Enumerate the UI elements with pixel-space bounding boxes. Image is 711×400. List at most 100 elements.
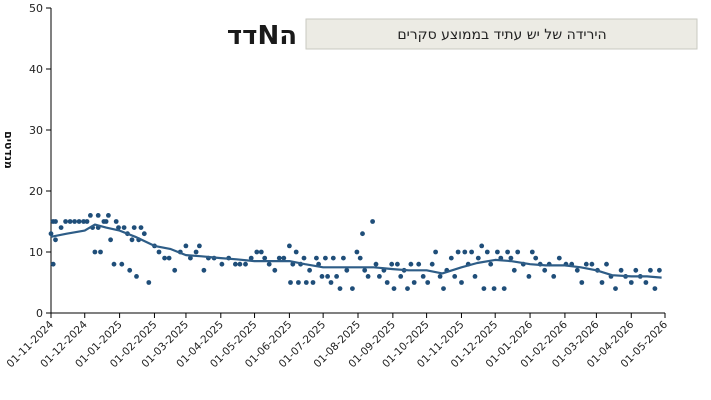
poll-point [556, 255, 562, 261]
poll-point [233, 261, 238, 267]
poll-point [276, 255, 282, 261]
poll-point [53, 237, 58, 243]
poll-point [389, 261, 395, 267]
poll-point [254, 249, 260, 255]
title-box: הירידה של יש עתיד בממוצע סקרים [305, 18, 698, 50]
poll-point [103, 219, 109, 224]
poll-point [166, 255, 172, 261]
poll-point [652, 286, 658, 291]
poll-point [113, 219, 119, 224]
poll-point [479, 243, 485, 249]
poll-point [98, 249, 103, 255]
y-ticks: 0 10 20 30 40 50 [29, 2, 51, 320]
poll-point [262, 255, 268, 261]
poll-point [377, 274, 382, 279]
poll-point [237, 261, 243, 267]
poll-point [323, 255, 328, 261]
poll-point [106, 213, 111, 218]
poll-point [258, 249, 264, 255]
poll-point [243, 261, 248, 267]
poll-point [287, 243, 292, 249]
poll-point [441, 286, 446, 291]
poll-point [425, 280, 431, 285]
logo: הNדד [227, 21, 297, 51]
poll-point [370, 219, 375, 224]
poll-point [391, 286, 397, 291]
poll-point [95, 213, 101, 218]
average-line [50, 223, 662, 279]
poll-point [405, 286, 410, 291]
poll-point [384, 280, 390, 285]
poll-point [67, 219, 73, 224]
poll-point [542, 267, 548, 273]
poll-point [330, 255, 336, 261]
poll-point [515, 249, 521, 255]
poll-point [628, 280, 634, 285]
poll-point [138, 225, 144, 231]
y-tick-label: 50 [29, 2, 43, 15]
poll-point [296, 280, 301, 285]
poll-point [134, 274, 139, 279]
poll-point [48, 231, 54, 237]
poll-point [433, 249, 438, 255]
poll-point [325, 274, 330, 279]
poll-point [337, 286, 343, 291]
poll-point [50, 261, 56, 267]
poll-point [131, 225, 137, 231]
poll-point [613, 286, 618, 291]
poll-point [604, 261, 609, 267]
poll-point [92, 249, 98, 255]
poll-point [452, 274, 458, 279]
poll-point [362, 267, 368, 273]
poll-point [350, 286, 355, 291]
poll-point [455, 249, 461, 255]
poll-point [411, 280, 417, 285]
poll-point [484, 249, 490, 255]
poll-point [599, 280, 605, 285]
poll-point [416, 261, 422, 267]
poll-point [633, 267, 639, 273]
poll-point [505, 249, 510, 255]
poll-point [63, 219, 68, 224]
poll-point [448, 255, 454, 261]
poll-point [301, 255, 307, 261]
poll-point [579, 280, 585, 285]
poll-point [310, 280, 316, 285]
y-tick-label: 10 [29, 246, 43, 259]
poll-point [395, 261, 400, 267]
poll-point [462, 249, 468, 255]
poll-point [398, 274, 404, 279]
poll-point [281, 255, 287, 261]
poll-point [420, 274, 426, 279]
poll-point [119, 261, 125, 267]
poll-point [266, 261, 272, 267]
poll-point [373, 261, 379, 267]
poll-point [526, 274, 532, 279]
poll-point [472, 274, 478, 279]
poll-point [511, 267, 517, 273]
poll-point [156, 249, 162, 255]
poll-point [111, 261, 117, 267]
poll-point [589, 261, 595, 267]
poll-point [551, 274, 557, 279]
poll-point [643, 280, 649, 285]
poll-points [48, 213, 662, 291]
poll-point [495, 249, 500, 255]
poll-point [288, 280, 293, 285]
poll-point [437, 274, 443, 279]
poll-point [508, 255, 514, 261]
y-tick-label: 30 [29, 124, 43, 137]
poll-point [84, 219, 90, 224]
poll-point [141, 231, 147, 237]
poll-point [481, 286, 487, 291]
poll-point [129, 237, 135, 243]
poll-point [491, 286, 497, 291]
poll-point [334, 274, 339, 279]
poll-point [529, 249, 535, 255]
poll-point [328, 280, 334, 285]
poll-point [357, 255, 363, 261]
poll-point [657, 267, 662, 273]
poll-point [81, 219, 86, 224]
poll-point [574, 267, 580, 273]
